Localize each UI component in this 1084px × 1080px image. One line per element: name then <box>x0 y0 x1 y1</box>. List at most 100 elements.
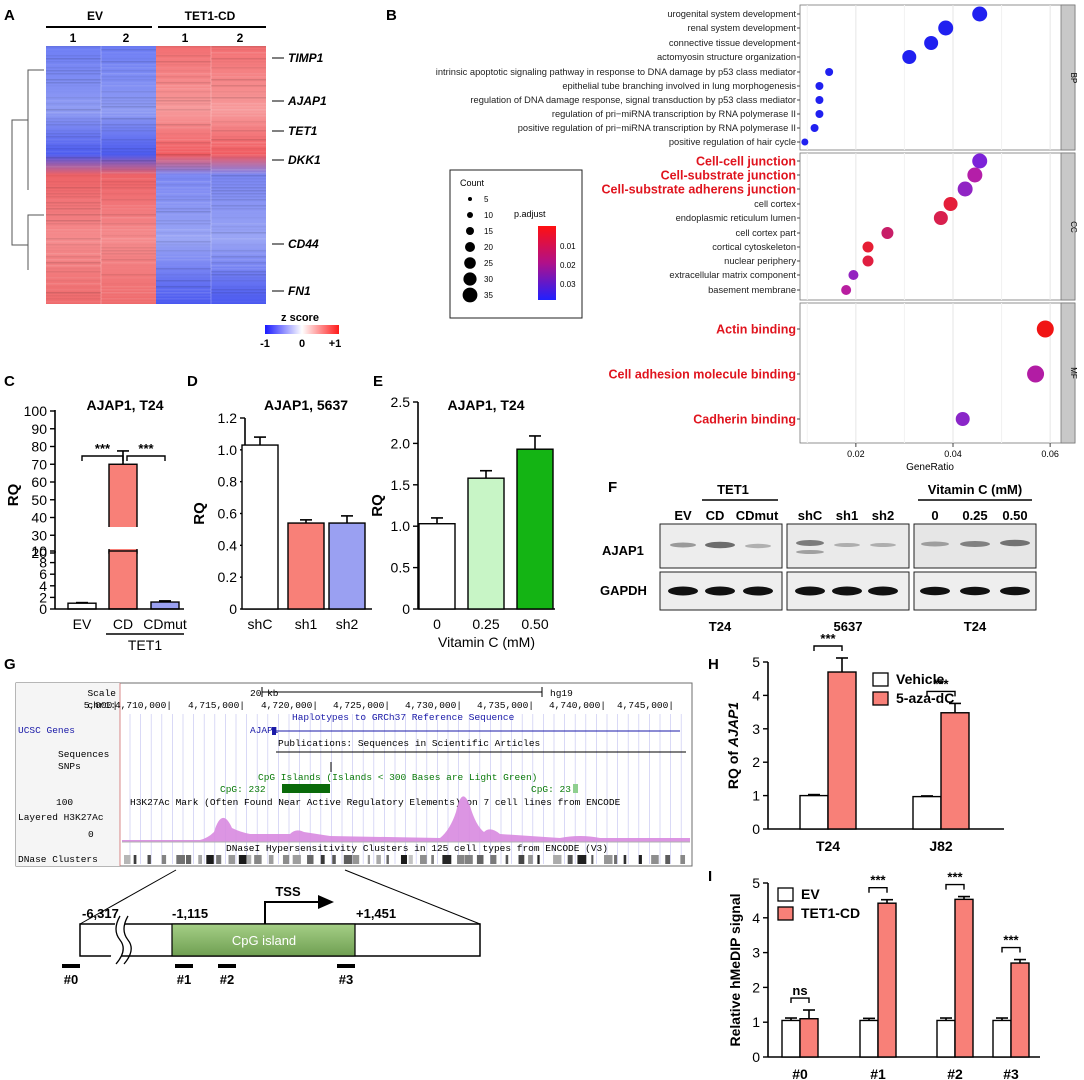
heatmap-row-stripe <box>101 121 156 123</box>
go-dot-cc <box>933 211 948 225</box>
browser-cpg-23-box <box>573 784 578 793</box>
go-dot-mf <box>1036 320 1054 338</box>
wb-band <box>795 586 825 596</box>
heatmap-row-stripe <box>156 151 211 153</box>
heatmap-row-stripe <box>211 268 266 270</box>
panel-letter-f: F <box>608 479 617 496</box>
go-dot-cc <box>972 153 988 169</box>
browser-coord: 4,735,000| <box>477 700 534 711</box>
heatmap-row-stripe <box>156 274 211 276</box>
pos-minus-1115: -1,115 <box>172 906 208 921</box>
heatmap-row-stripe <box>101 115 156 117</box>
heatmap-row-stripe <box>211 121 266 123</box>
heatmap-row-stripe <box>156 58 211 60</box>
heatmap-row-stripe <box>156 283 211 285</box>
browser-haplotypes: Haplotypes to GRCh37 Reference Sequence <box>292 712 515 723</box>
wb-band <box>745 543 771 549</box>
heatmap-row-stripe <box>101 106 156 108</box>
wb-band <box>670 542 696 548</box>
heatmap-row-stripe <box>211 52 266 54</box>
facet-strip-cc <box>1060 152 1076 301</box>
heatmap-row-stripe <box>101 196 156 198</box>
wb-band <box>1000 586 1030 596</box>
panel-letter-c: C <box>4 373 15 390</box>
heatmap-row-stripe <box>46 250 101 252</box>
heatmap-row-stripe <box>211 223 266 225</box>
heatmap-row-stripe <box>101 88 156 90</box>
heatmap-row-stripe <box>211 184 266 186</box>
heatmap-row-stripe <box>46 184 101 186</box>
heatmap-rep-tet-2: 2 <box>237 31 244 45</box>
chart-i-ylabel: Relative hMeDIP signal <box>727 893 743 1046</box>
chart-c: AJAP1, T24RQ10090807060504030201086420EV… <box>5 397 187 653</box>
heatmap-row-stripe <box>156 121 211 123</box>
significance-bracket <box>813 645 843 651</box>
heatmap-row-stripe <box>101 169 156 171</box>
heatmap-row-stripe <box>211 85 266 87</box>
heatmap-row-stripe <box>101 181 156 183</box>
heatmap-row-stripe <box>211 46 266 48</box>
heatmap-row-stripe <box>46 160 101 162</box>
heatmap-row-stripe <box>156 184 211 186</box>
heatmap-row-stripe <box>46 58 101 60</box>
wb-tet1-label: TET1 <box>717 482 749 497</box>
go-dot-cc <box>841 285 852 295</box>
heatmap-row-stripe <box>46 124 101 126</box>
y-tick-label: 0 <box>229 601 237 617</box>
heatmap-row-stripe <box>101 241 156 243</box>
heatmap-row-stripe <box>156 124 211 126</box>
heatmap-row-stripe <box>156 217 211 219</box>
heatmap-row-stripe <box>211 256 266 258</box>
heatmap-row-stripe <box>101 160 156 162</box>
heatmap-row-stripe <box>101 292 156 294</box>
bar-chart-i-2-0 <box>936 1019 956 1058</box>
heatmap-row-stripe <box>156 196 211 198</box>
heatmap-row-stripe <box>211 205 266 207</box>
heatmap-row-stripe <box>46 115 101 117</box>
bar-c-cd-lower <box>108 550 138 610</box>
x-tick-label: 0 <box>433 616 441 632</box>
heatmap-row-stripe <box>156 193 211 195</box>
chart-e-title: AJAP1, T24 <box>447 397 524 413</box>
heatmap-row-stripe <box>101 46 156 48</box>
heatmap-row-stripe <box>156 70 211 72</box>
heatmap-row-stripe <box>211 259 266 261</box>
x-tick-label: #2 <box>947 1066 963 1080</box>
browser-dnase-cluster <box>604 855 613 864</box>
wb-cell-2: 5637 <box>834 619 863 634</box>
browser-dnase-cluster <box>553 855 562 864</box>
heatmap-row-stripe <box>101 148 156 150</box>
heatmap-row-stripe <box>211 55 266 57</box>
amplicon-bar-1 <box>175 964 193 968</box>
panel-letter-h: H <box>708 656 719 673</box>
browser-dnase-cluster <box>343 855 352 864</box>
bar-chart-i-0-1 <box>799 1018 819 1058</box>
heatmap-row-stripe <box>156 226 211 228</box>
go-term-bp: renal system development <box>687 23 796 33</box>
heatmap-row-stripe <box>101 217 156 219</box>
go-term-mf: Actin binding <box>716 323 796 337</box>
heatmap-row-stripe <box>46 94 101 96</box>
bar-chart-e-1 <box>467 477 505 610</box>
heatmap-row-stripe <box>46 139 101 141</box>
heatmap-row-stripe <box>211 283 266 285</box>
padj-level-3: 0.03 <box>560 280 576 289</box>
heatmap-row-stripe <box>156 130 211 132</box>
browser-cpg-title: CpG Islands (Islands < 300 Bases are Lig… <box>258 772 537 783</box>
heatmap-row-stripe <box>101 301 156 303</box>
heatmap-row-stripe <box>211 265 266 267</box>
heatmap-row-stripe <box>46 154 101 156</box>
y-tick-label: 0 <box>402 601 410 617</box>
count-legend-dot <box>462 287 478 303</box>
go-dots <box>801 6 1054 426</box>
heatmap-row-stripe <box>211 235 266 237</box>
heatmap-row-stripe <box>46 166 101 168</box>
go-term-cc: Cell-cell junction <box>696 155 796 169</box>
heatmap-rep-ev-2: 2 <box>123 31 130 45</box>
go-dot-bp <box>902 50 917 64</box>
x-tick-label: shC <box>248 616 273 632</box>
y-tick-label: 1.5 <box>391 477 411 493</box>
panel-letter-i: I <box>708 868 712 885</box>
y-tick-label: 4 <box>752 687 760 703</box>
